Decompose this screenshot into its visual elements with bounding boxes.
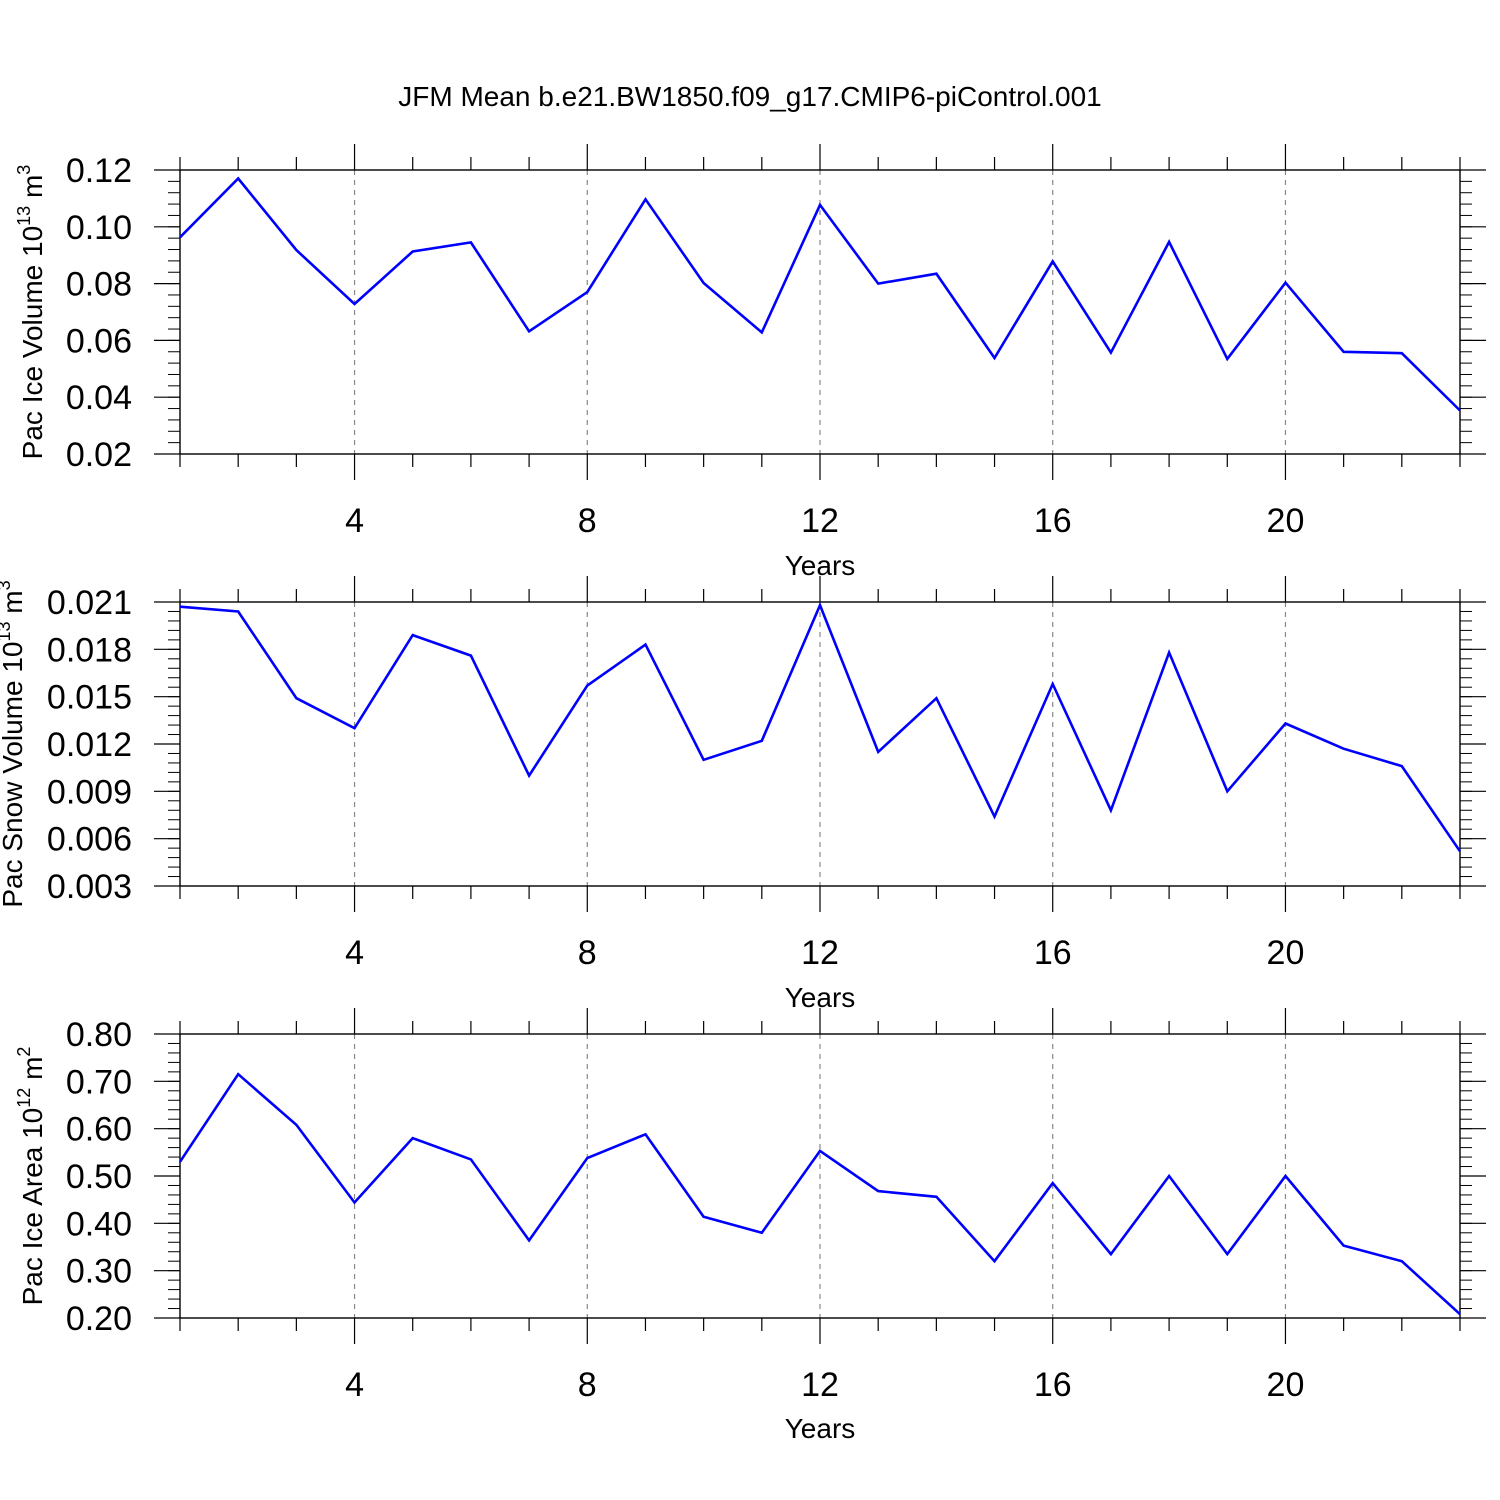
y-tick-label: 0.006	[47, 821, 132, 859]
x-axis-label: Years	[785, 1413, 856, 1444]
series-line	[179, 176, 1461, 412]
y-tick-label: 0.015	[47, 679, 132, 717]
x-tick-label: 12	[801, 934, 839, 972]
y-tick-label: 0.40	[66, 1205, 132, 1243]
y-tick-label: 0.60	[66, 1111, 132, 1149]
y-tick-label: 0.08	[66, 266, 132, 304]
y-tick-label: 0.50	[66, 1158, 132, 1196]
x-tick-label: 12	[801, 502, 839, 540]
y-axis-label: Pac Ice Area 1012 m2	[14, 1047, 48, 1306]
x-tick-label: 20	[1267, 1366, 1305, 1404]
figure-title: JFM Mean b.e21.BW1850.f09_g17.CMIP6-piCo…	[398, 81, 1102, 112]
y-tick-label: 0.012	[47, 726, 132, 764]
y-axis-label: Pac Snow Volume 1013 m3	[0, 580, 28, 907]
y-tick-label: 0.06	[66, 322, 132, 360]
y-tick-label: 0.04	[66, 379, 132, 417]
plot-frame	[179, 1033, 1461, 1319]
x-axis-label: Years	[785, 982, 856, 1013]
x-tick-label: 8	[578, 502, 597, 540]
x-tick-label: 8	[578, 934, 597, 972]
chart-panel-1: 4 8 12 16 20 0.02 0.04 0.06 0.08 0.10 0.12 Years Pac…	[14, 144, 1486, 581]
x-tick-label: 20	[1267, 502, 1305, 540]
chart-panel-3: 4 8 12 16 20 0.20 0.30 0.40 0.50 0.60 0.70 0.80 Year…	[14, 1008, 1486, 1444]
y-tick-label: 0.003	[47, 868, 132, 906]
panels: 4 8 12 16 20 0.02 0.04 0.06 0.08 0.10 0.12 Years Pac…	[0, 144, 1486, 1444]
x-tick-label: 16	[1034, 1366, 1072, 1404]
x-axis-label: Years	[785, 550, 856, 581]
y-tick-label: 0.70	[66, 1063, 132, 1101]
y-tick-label: 0.80	[66, 1016, 132, 1054]
x-tick-label: 4	[345, 502, 364, 540]
x-tick-label: 4	[345, 934, 364, 972]
chart-panel-2: 4 8 12 16 20 0.003 0.006 0.009 0.012 0.015 0.018 0.…	[0, 576, 1486, 1013]
x-tick-label: 20	[1267, 934, 1305, 972]
y-tick-label: 0.021	[47, 584, 132, 622]
x-tick-label: 4	[345, 1366, 364, 1404]
plot-frame	[179, 169, 1461, 455]
x-tick-label: 16	[1034, 934, 1072, 972]
y-tick-label: 0.10	[66, 209, 132, 247]
y-tick-label: 0.30	[66, 1253, 132, 1291]
y-tick-label: 0.018	[47, 631, 132, 669]
y-tick-label: 0.02	[66, 436, 132, 474]
x-tick-label: 8	[578, 1366, 597, 1404]
x-tick-label: 12	[801, 1366, 839, 1404]
y-axis-label: Pac Ice Volume 1013 m3	[14, 165, 48, 460]
series-line	[178, 1072, 1461, 1316]
series-line	[179, 601, 1462, 853]
y-tick-label: 0.12	[66, 152, 132, 190]
y-tick-label: 0.20	[66, 1300, 132, 1338]
y-tick-label: 0.009	[47, 773, 132, 811]
x-tick-label: 16	[1034, 502, 1072, 540]
